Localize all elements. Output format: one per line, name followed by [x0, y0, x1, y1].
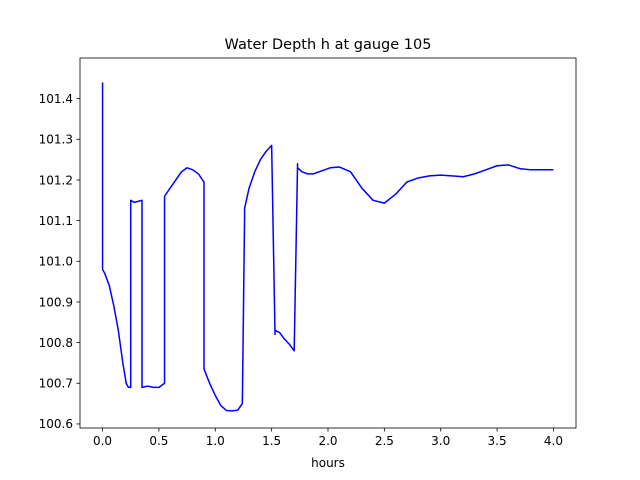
series-line-0	[101, 82, 554, 412]
plot-area: 0.0 0.5 1.0 1.5 2.0 2.5 3.0 3.5 4.0 100.6 100.7 100…	[39, 57, 577, 448]
x-tick-label: 4.0	[544, 434, 563, 448]
x-tick-label: 0.5	[149, 434, 168, 448]
x-tick-label: 1.5	[262, 434, 281, 448]
y-tick-label: 101.1	[39, 214, 73, 228]
y-tick-label: 100.7	[39, 377, 73, 391]
y-tick-label: 101.3	[39, 133, 73, 147]
x-tick-label: 3.5	[488, 434, 507, 448]
y-tick-label: 100.8	[39, 336, 73, 350]
x-tick-label: 0.0	[93, 434, 112, 448]
y-tick-label: 100.9	[39, 295, 73, 309]
y-tick-label: 101.4	[39, 92, 73, 106]
x-tick-label: 1.0	[206, 434, 225, 448]
y-tick-label: 100.6	[39, 417, 73, 431]
axes-frame	[79, 57, 577, 429]
y-tick-label: 101.0	[39, 255, 73, 269]
chart-title: Water Depth h at gauge 105	[225, 37, 432, 53]
y-tick-label: 101.2	[39, 173, 73, 187]
x-tick-label: 2.0	[318, 434, 337, 448]
x-axis-label: hours	[311, 456, 345, 470]
x-tick-label: 2.5	[375, 434, 394, 448]
x-tick-label: 3.0	[431, 434, 450, 448]
